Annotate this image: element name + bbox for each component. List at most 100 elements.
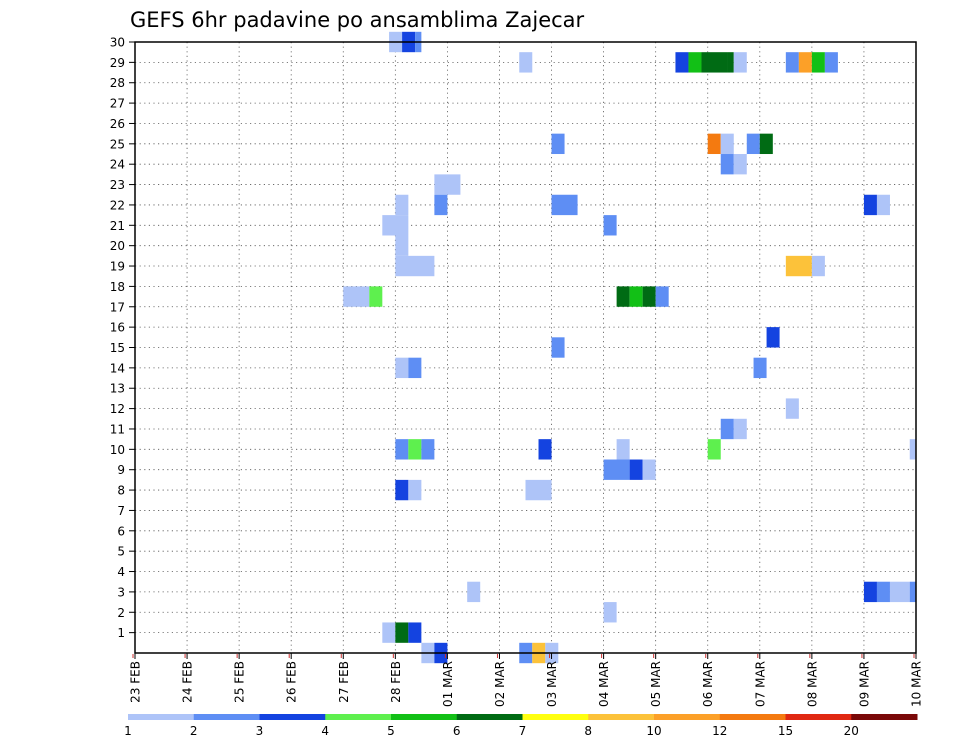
legend-label: 20 — [844, 724, 859, 738]
data-cell — [909, 581, 916, 603]
y-tick-label: 9 — [117, 463, 125, 477]
y-tick-label: 13 — [110, 382, 125, 396]
data-cell — [701, 52, 728, 73]
legend-label: 7 — [519, 724, 527, 738]
legend-label: 10 — [646, 724, 661, 738]
data-cell — [343, 286, 370, 307]
y-tick-label: 22 — [110, 198, 125, 212]
data-cell — [759, 133, 773, 155]
legend-swatch — [785, 714, 852, 720]
y-tick-label: 27 — [110, 97, 125, 111]
x-tick-label: 28 FEB — [389, 661, 403, 703]
y-tick-label: 20 — [110, 239, 125, 253]
y-tick-label: 26 — [110, 117, 125, 131]
data-cell — [519, 52, 533, 73]
data-cell — [655, 286, 669, 307]
legend-swatch — [391, 714, 458, 720]
legend-label: 15 — [778, 724, 793, 738]
y-tick-label: 16 — [110, 321, 125, 335]
data-cell — [538, 439, 552, 460]
data-cell — [642, 286, 656, 307]
data-cell — [395, 479, 409, 501]
data-cell — [603, 215, 617, 236]
data-cell — [720, 418, 734, 440]
data-cell — [551, 194, 578, 216]
x-tick-label: 24 FEB — [181, 661, 195, 703]
x-tick-label: 26 FEB — [285, 661, 299, 703]
data-cell — [675, 52, 689, 73]
y-tick-label: 12 — [110, 402, 125, 416]
data-cell — [603, 459, 630, 480]
data-cell — [824, 52, 838, 73]
data-cell — [421, 439, 435, 460]
legend-label: 6 — [453, 724, 461, 738]
y-tick-label: 24 — [110, 158, 125, 172]
y-tick-label: 29 — [110, 56, 125, 70]
data-cell — [369, 286, 383, 307]
data-cell — [720, 154, 734, 175]
data-cell — [785, 52, 799, 73]
y-tick-label: 11 — [110, 422, 125, 436]
data-cell — [551, 133, 565, 155]
x-tick-label: 01 MAR — [441, 661, 455, 707]
data-cell — [785, 398, 799, 419]
x-tick-label: 27 FEB — [337, 661, 351, 703]
y-tick-label: 17 — [110, 300, 125, 314]
data-cell — [688, 52, 702, 73]
x-tick-label: 23 FEB — [129, 661, 143, 703]
data-cell — [616, 286, 630, 307]
legend-swatch — [588, 714, 655, 720]
plot-frame — [134, 41, 917, 654]
x-tick-label: 08 MAR — [805, 661, 819, 707]
x-tick-label: 04 MAR — [597, 661, 611, 707]
x-tick-label: 05 MAR — [649, 661, 663, 707]
data-cell — [811, 52, 825, 73]
legend-swatch — [719, 714, 786, 720]
data-cell — [733, 154, 747, 175]
legend-swatch — [325, 714, 392, 720]
y-tick-label: 3 — [117, 585, 125, 599]
x-tick-label: 06 MAR — [701, 661, 715, 707]
data-cell — [876, 194, 890, 216]
y-tick-label: 8 — [117, 484, 125, 498]
data-cell — [811, 255, 825, 277]
y-tick-label: 2 — [117, 606, 125, 620]
data-cell — [707, 439, 721, 460]
data-cell — [863, 194, 877, 216]
y-tick-label: 7 — [117, 504, 125, 518]
data-cell — [889, 581, 910, 603]
data-cell — [382, 215, 409, 236]
x-tick-label: 09 MAR — [857, 661, 871, 707]
y-tick-label: 15 — [110, 341, 125, 355]
x-tick-label: 03 MAR — [545, 661, 559, 707]
y-tick-label: 25 — [110, 137, 125, 151]
data-cell — [727, 52, 734, 73]
data-cell — [395, 357, 409, 379]
data-cell — [395, 439, 409, 460]
chart-title: GEFS 6hr padavine po ansamblima Zajecar — [130, 8, 585, 32]
y-tick-label: 10 — [110, 443, 125, 457]
y-tick-label: 6 — [117, 524, 125, 538]
data-cell — [603, 602, 617, 623]
data-cell — [408, 479, 422, 501]
data-cell — [395, 622, 409, 643]
legend-swatch — [193, 714, 260, 720]
legend-label: 2 — [190, 724, 198, 738]
data-cell — [733, 52, 747, 73]
legend-label: 5 — [387, 724, 395, 738]
data-cell — [525, 479, 552, 501]
legend-label: 3 — [256, 724, 264, 738]
data-cell — [434, 194, 448, 216]
data-cell — [798, 52, 812, 73]
legend-swatch — [128, 714, 195, 720]
y-tick-label: 30 — [110, 36, 125, 50]
x-tick-label: 25 FEB — [233, 661, 247, 703]
data-cell — [766, 327, 780, 348]
y-tick-label: 14 — [110, 361, 125, 375]
x-axis: 23 FEB 24 FEB 25 FEB 26 FEB 27 FEB 28 FEB 01 M… — [129, 653, 924, 707]
data-cell — [642, 459, 656, 480]
legend-swatch — [851, 714, 918, 720]
data-cell — [395, 255, 435, 277]
data-cell — [395, 194, 409, 216]
data-cell — [876, 581, 890, 603]
